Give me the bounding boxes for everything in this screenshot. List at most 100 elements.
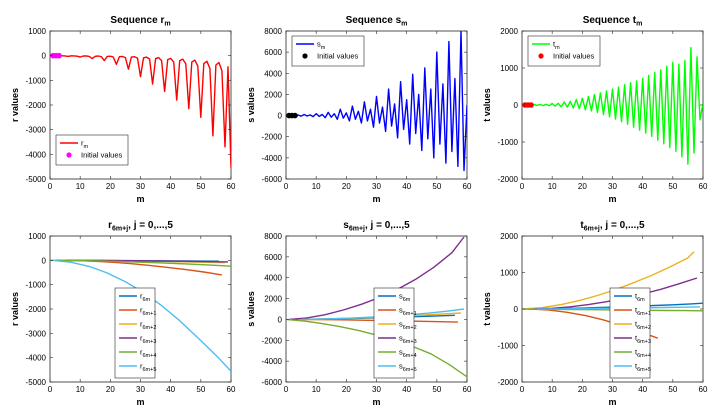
legend-label: r6m+5	[140, 362, 156, 374]
x-tick-label: 20	[342, 385, 351, 394]
x-tick-label: 40	[402, 385, 411, 394]
series-line-r_6m+4	[50, 259, 231, 267]
legend-label: Initial values	[553, 52, 595, 61]
x-tick-label: 60	[227, 385, 236, 394]
x-tick-label: 40	[638, 182, 647, 191]
chart-title: t6m+j, j = 0,...,5	[580, 220, 645, 233]
y-tick-label: -4000	[26, 150, 47, 159]
legend: s6m s6m+1 s6m+2 s6m+3 s6m+4 s6m+5	[373, 287, 417, 379]
initial-value-marker	[292, 112, 298, 119]
y-tick-label: -2000	[26, 305, 47, 314]
x-tick-label: 30	[136, 385, 145, 394]
chart-title: Sequence sm	[346, 15, 408, 28]
y-tick-label: -6000	[262, 175, 283, 184]
legend-box	[114, 287, 156, 379]
y-tick-label: -3000	[26, 329, 47, 338]
x-tick-label: 50	[432, 182, 441, 191]
x-tick-label: 20	[578, 182, 587, 191]
y-tick-label: -1000	[26, 281, 47, 290]
y-tick-label: -2000	[262, 336, 283, 345]
legend-box	[55, 134, 129, 166]
x-tick-label: 30	[136, 182, 145, 191]
y-tick-label: 0	[514, 101, 519, 110]
x-tick-label: 30	[608, 385, 617, 394]
series-line-r_m	[50, 55, 231, 168]
x-tick-label: 10	[548, 385, 557, 394]
y-axis-label: t values	[482, 292, 492, 326]
x-tick-label: 20	[578, 385, 587, 394]
y-axis-label: s values	[246, 87, 256, 123]
y-tick-label: 1000	[500, 64, 518, 73]
y-tick-label: 6000	[264, 48, 282, 57]
legend-label: s6m+1	[399, 306, 417, 318]
legend-box	[527, 35, 601, 67]
chart-panel-5: 0 10 20 30 40 50 60 8000 6000 4000 2000 0 -2000 -4000…	[246, 220, 472, 407]
x-tick-label: 0	[520, 385, 525, 394]
legend-label: t6m+1	[635, 306, 651, 318]
x-tick-label: 60	[227, 182, 236, 191]
x-tick-label: 30	[372, 182, 381, 191]
y-tick-label: -4000	[262, 357, 283, 366]
chart-title: Sequence tm	[583, 15, 643, 28]
x-tick-label: 30	[608, 182, 617, 191]
chart-panel-4: 0 10 20 30 40 50 60 1000 0 -1000 -2000 -3000 -4000 -5…	[10, 220, 236, 407]
y-tick-label: -4000	[262, 154, 283, 163]
x-tick-label: 0	[284, 385, 289, 394]
legend-label: r6m	[140, 292, 151, 304]
legend-label: Initial values	[317, 52, 359, 61]
y-tick-label: 2000	[500, 232, 518, 241]
x-tick-label: 60	[699, 385, 708, 394]
x-axis-label: m	[608, 194, 616, 204]
y-axis-label: r values	[10, 88, 20, 122]
y-tick-label: -3000	[26, 126, 47, 135]
x-tick-label: 50	[668, 385, 677, 394]
y-tick-label: -5000	[26, 378, 47, 387]
legend-label: s6m+3	[399, 334, 417, 346]
x-axis-label: m	[608, 397, 616, 407]
y-tick-label: 0	[42, 52, 47, 61]
x-tick-label: 0	[520, 182, 525, 191]
y-tick-label: 0	[514, 305, 519, 314]
y-tick-label: -2000	[26, 101, 47, 110]
y-tick-label: 1000	[28, 27, 46, 36]
series-group	[50, 52, 231, 168]
x-axis-label: m	[136, 397, 144, 407]
series-line-s_m	[286, 31, 467, 172]
legend-label: s6m	[399, 292, 411, 304]
chart-panel-3: 0 10 20 30 40 50 60 2000 1000 0 -1000 -2000 m t value…	[482, 15, 708, 204]
chart-panel-1: 0 10 20 30 40 50 60 1000 0 -1000 -2000 -3000 -4000 -5…	[10, 15, 236, 204]
x-tick-label: 20	[106, 182, 115, 191]
y-tick-label: 0	[278, 315, 283, 324]
legend-label: r6m+4	[140, 348, 156, 360]
x-tick-label: 10	[312, 385, 321, 394]
y-axis-label: t values	[482, 88, 492, 122]
legend-label: r6m+3	[140, 334, 156, 346]
x-tick-label: 50	[196, 385, 205, 394]
legend-label: t6m+5	[635, 362, 651, 374]
y-tick-label: -4000	[26, 354, 47, 363]
y-tick-label: 1000	[500, 269, 518, 278]
y-tick-label: 6000	[264, 253, 282, 262]
chart-panel-6: 0 10 20 30 40 50 60 2000 1000 0 -1000 -2000 m t value…	[482, 220, 708, 407]
legend-label: s6m+5	[399, 362, 417, 374]
x-tick-label: 30	[372, 385, 381, 394]
legend-label: s6m+4	[399, 348, 417, 360]
x-tick-label: 40	[402, 182, 411, 191]
y-tick-label: 1000	[28, 232, 46, 241]
x-tick-label: 20	[342, 182, 351, 191]
x-tick-label: 40	[166, 385, 175, 394]
legend-label: r6m+1	[140, 306, 156, 318]
legend: r6m r6m+1 r6m+2 r6m+3 r6m+4 r6m+5	[114, 287, 156, 379]
y-tick-label: 8000	[264, 232, 282, 241]
legend-label: sm	[317, 40, 326, 52]
y-tick-label: -2000	[498, 175, 519, 184]
series-line-t_m	[522, 47, 703, 165]
y-tick-label: 2000	[264, 295, 282, 304]
x-tick-label: 60	[463, 182, 472, 191]
chart-panel-2: 0 10 20 30 40 50 60 8000 6000 4000 2000 0 -2000 -4000…	[246, 15, 472, 204]
x-axis-label: m	[136, 194, 144, 204]
legend-label: t6m	[635, 292, 645, 304]
